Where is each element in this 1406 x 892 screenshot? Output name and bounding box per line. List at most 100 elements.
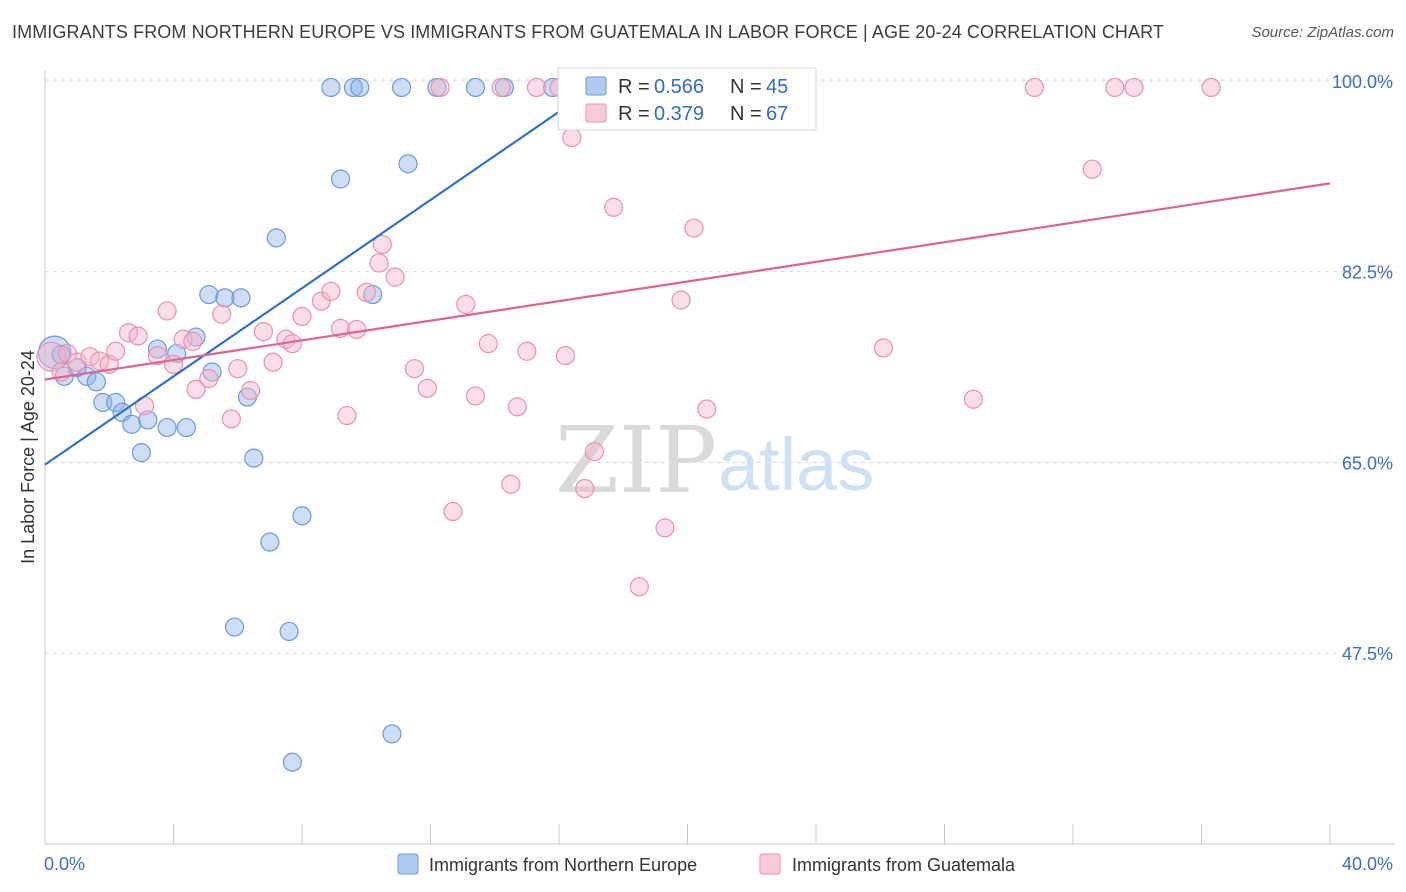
guatemala-point: [36, 341, 67, 372]
legend-n-value-blue: 45: [766, 76, 788, 98]
northern-europe-point: [122, 414, 142, 434]
guatemala-point: [311, 291, 331, 311]
tick-labels: 47.5% 65.0% 82.5% 100.0% 0.0% 40.0%: [44, 72, 1393, 874]
y-tick-label: 65.0%: [1342, 453, 1393, 473]
guatemala-point: [241, 380, 261, 401]
guatemala-point: [1105, 77, 1125, 98]
guatemala-point: [369, 253, 389, 273]
guatemala-point: [347, 319, 367, 340]
guatemala-point: [584, 441, 604, 462]
y-tick-label: 100.0%: [1332, 72, 1393, 92]
guatemala-point: [604, 197, 624, 217]
guatemala-point: [575, 479, 595, 499]
guatemala-point: [697, 399, 717, 419]
northern-europe-trend-line: [44, 79, 605, 466]
guatemala-point: [183, 331, 203, 352]
guatemala-point: [671, 290, 691, 310]
guatemala-point: [963, 389, 984, 409]
northern-europe-point: [157, 417, 177, 438]
guatemala-point: [684, 218, 704, 238]
northern-europe-point: [330, 169, 351, 189]
guatemala-point: [526, 77, 547, 98]
bottom-legend-swatch-pink: [759, 853, 781, 875]
data-points: [36, 77, 1221, 772]
guatemala-point: [430, 77, 450, 98]
bottom-legend-label-blue: Immigrants from Northern Europe: [429, 855, 697, 875]
guatemala-point: [147, 346, 168, 366]
guatemala-point: [1201, 77, 1221, 98]
guatemala-point: [873, 338, 894, 358]
y-tick-label: 47.5%: [1342, 644, 1393, 664]
legend-n-label: N =: [730, 76, 762, 98]
legend-r-value-pink: 0.379: [654, 103, 704, 125]
northern-europe-point: [224, 617, 245, 637]
guatemala-point: [629, 577, 649, 597]
legend-r-value-blue: 0.566: [654, 76, 704, 98]
northern-europe-point: [147, 339, 168, 359]
guatemala-point: [1124, 77, 1144, 98]
guatemala-point: [356, 282, 376, 302]
guatemala-point: [337, 405, 357, 426]
guatemala-point: [465, 386, 486, 406]
guatemala-point: [263, 352, 283, 372]
chart-title: IMMIGRANTS FROM NORTHERN EUROPE VS IMMIG…: [12, 22, 1164, 42]
guatemala-point: [456, 294, 476, 314]
northern-europe-point: [343, 77, 363, 98]
northern-europe-point: [86, 372, 107, 392]
guatemala-point: [491, 77, 511, 98]
y-axis-title: In Labor Force | Age 20-24: [18, 350, 38, 564]
legend-box: R = 0.566 N = 45 R = 0.379 N = 67: [557, 67, 817, 131]
northern-europe-point: [138, 410, 158, 430]
legend-n-label: N =: [730, 103, 762, 125]
northern-europe-point: [382, 724, 402, 744]
northern-europe-point: [292, 506, 312, 526]
northern-europe-point: [260, 532, 280, 552]
guatemala-point: [555, 346, 576, 366]
northern-europe-point: [279, 621, 299, 642]
legend-r-label: R =: [618, 76, 650, 98]
guatemala-point: [67, 352, 87, 372]
northern-europe-point: [282, 752, 302, 772]
guatemala-point: [106, 341, 126, 361]
x-tick-label-min: 0.0%: [44, 854, 85, 874]
guatemala-point: [212, 304, 232, 324]
northern-europe-point: [266, 228, 286, 248]
guatemala-point: [385, 267, 405, 287]
northern-europe-point: [199, 284, 219, 305]
watermark-zip: ZIP: [555, 407, 717, 514]
guatemala-point: [1024, 77, 1045, 98]
guatemala-point: [253, 322, 274, 342]
northern-europe-point: [131, 443, 151, 463]
northern-europe-point: [231, 288, 251, 308]
axes: [44, 70, 1395, 845]
northern-europe-point: [350, 77, 370, 98]
source-credit: Source: ZipAtlas.com: [1251, 24, 1394, 41]
guatemala-point: [292, 306, 312, 326]
northern-europe-point: [465, 77, 486, 98]
y-tick-label: 82.5%: [1342, 263, 1393, 283]
guatemala-point: [1082, 159, 1102, 179]
guatemala-trend-line: [44, 182, 1331, 381]
guatemala-point: [372, 234, 392, 255]
guatemala-point: [507, 397, 527, 417]
guatemala-point: [186, 379, 206, 400]
guatemala-point: [501, 474, 521, 494]
guatemala-point: [517, 341, 537, 361]
guatemala-point: [404, 359, 425, 379]
guatemala-point: [80, 347, 100, 367]
northern-europe-point: [398, 154, 418, 174]
northern-europe-point: [215, 288, 235, 308]
northern-europe-point: [244, 448, 264, 468]
watermark: ZIP atlas: [555, 407, 874, 514]
legend-n-value-pink: 67: [766, 103, 788, 125]
x-tick-label-max: 40.0%: [1342, 854, 1393, 874]
watermark-atlas: atlas: [718, 423, 874, 506]
guatemala-point: [128, 326, 148, 346]
guatemala-point: [417, 378, 437, 398]
bottom-legend-swatch-blue: [397, 853, 419, 875]
legend-swatch-blue: [585, 76, 607, 96]
bottom-legend-label-pink: Immigrants from Guatemala: [792, 855, 1016, 875]
guatemala-point: [228, 359, 248, 379]
guatemala-point: [655, 518, 675, 538]
